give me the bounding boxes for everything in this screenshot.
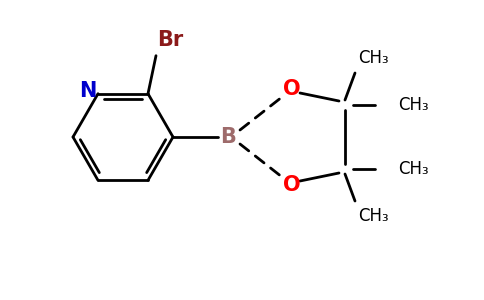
Text: B: B [220,127,236,147]
Text: CH₃: CH₃ [358,207,388,225]
Text: O: O [283,79,301,99]
Text: Br: Br [157,30,183,50]
Text: O: O [283,175,301,195]
Text: CH₃: CH₃ [358,49,388,67]
Text: CH₃: CH₃ [398,96,428,114]
Text: N: N [79,81,97,101]
Text: CH₃: CH₃ [398,160,428,178]
